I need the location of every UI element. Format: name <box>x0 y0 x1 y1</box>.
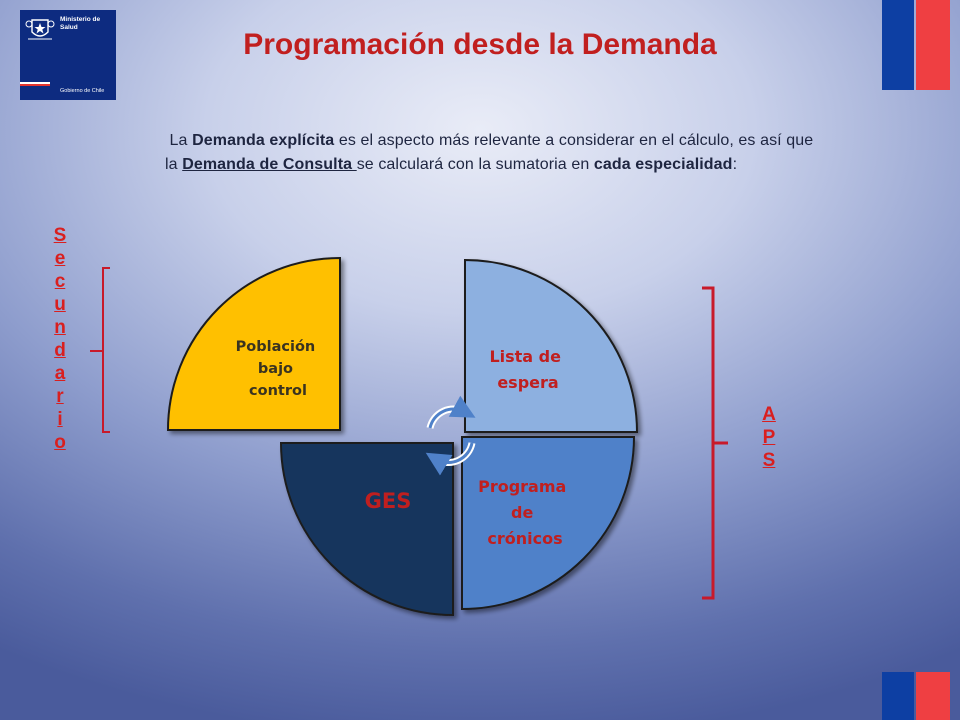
paragraph-underlined: Demanda de Consulta <box>182 156 357 173</box>
paragraph-bold: Demanda explícita <box>192 132 335 149</box>
label-ges: GES <box>365 489 412 513</box>
label-letter: e <box>54 248 66 269</box>
paragraph-bold: cada especialidad <box>593 156 733 173</box>
flag-red-stripe <box>916 672 950 720</box>
cycle-arrows-icon <box>425 395 476 476</box>
label-letter: S <box>53 225 67 246</box>
quadrant-poblacion-bajo-control <box>166 256 341 431</box>
slide-title: Programación desde la Demanda <box>243 28 717 61</box>
label-poblacion: Población bajo control <box>236 339 321 399</box>
aps-label: A P S <box>757 403 781 472</box>
paragraph-text: se calculará con la sumatoria en <box>356 156 594 173</box>
flag-blue-stripe <box>882 672 914 720</box>
flag-decoration-bottom <box>882 672 950 720</box>
ministry-line-1: Ministerio de <box>60 16 101 23</box>
secundario-label: S e c u n d a r i o <box>48 224 72 454</box>
label-programa-de-cronicos: Programa de crónicos <box>478 477 572 548</box>
label-letter: c <box>54 271 66 292</box>
label-letter: S <box>762 450 776 471</box>
label-letter: r <box>56 386 64 407</box>
ministerio-salud-logo: Ministerio de Salud Gobierno de Chile <box>20 10 116 100</box>
logo-stripe-red <box>20 84 50 86</box>
quadrant-programa-de-cronicos <box>461 436 636 611</box>
label-letter: A <box>762 404 776 425</box>
paragraph-text: La <box>169 132 193 149</box>
paragraph-text: : <box>732 156 738 173</box>
label-letter: n <box>54 317 66 338</box>
paragraph-text: es el aspecto más relevante a considerar… <box>165 132 814 173</box>
secundario-bracket <box>90 267 110 433</box>
logo-stripe-white <box>20 82 50 84</box>
label-letter: i <box>57 409 63 430</box>
intro-paragraph: La Demanda explícita es el aspecto más r… <box>165 129 815 177</box>
ministry-name: Ministerio de Salud <box>60 16 100 32</box>
coat-of-arms-icon <box>25 19 55 40</box>
label-letter: o <box>54 432 66 453</box>
label-lista-de-espera: Lista de espera <box>489 347 566 392</box>
flag-decoration-top <box>882 0 950 90</box>
quadrant-lista-de-espera <box>464 258 639 433</box>
label-letter: P <box>762 427 776 448</box>
label-letter: d <box>54 340 66 361</box>
flag-blue-stripe <box>882 0 914 90</box>
aps-bracket <box>702 286 728 600</box>
label-letter: u <box>54 294 66 315</box>
government-label: Gobierno de Chile <box>60 88 105 94</box>
label-letter: a <box>54 363 66 384</box>
flag-red-stripe <box>916 0 950 90</box>
ministry-line-2: Salud <box>60 24 78 31</box>
quadrant-ges <box>279 442 454 617</box>
